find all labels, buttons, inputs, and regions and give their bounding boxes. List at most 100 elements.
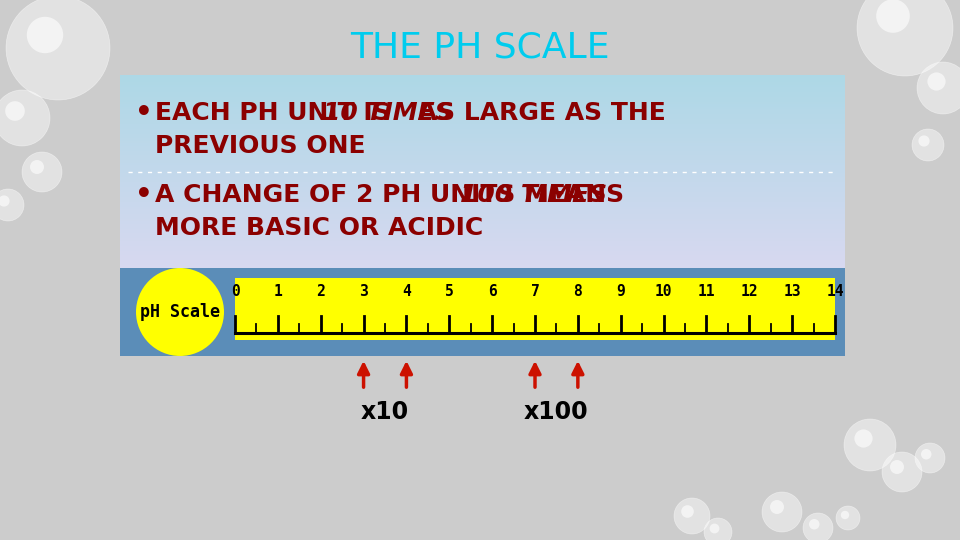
Bar — [120, 260, 845, 263]
Bar — [120, 241, 845, 244]
Bar — [120, 262, 845, 266]
Bar — [120, 228, 845, 232]
Text: pH Scale: pH Scale — [140, 303, 220, 321]
Bar — [120, 170, 845, 173]
Text: EACH PH UNIT IS: EACH PH UNIT IS — [155, 101, 399, 125]
Text: 6: 6 — [488, 284, 496, 299]
Text: AS LARGE AS THE: AS LARGE AS THE — [409, 101, 665, 125]
Circle shape — [5, 101, 25, 121]
Bar — [120, 231, 845, 234]
Bar — [120, 133, 845, 137]
Circle shape — [27, 17, 63, 53]
Circle shape — [841, 511, 850, 519]
Bar — [120, 217, 845, 219]
Circle shape — [770, 500, 784, 514]
Text: 100 TIMES: 100 TIMES — [460, 183, 607, 207]
Bar — [120, 143, 845, 146]
Circle shape — [0, 189, 24, 221]
Circle shape — [915, 443, 945, 473]
Bar — [120, 268, 845, 356]
Bar — [120, 243, 845, 246]
Bar — [120, 251, 845, 253]
Circle shape — [854, 429, 873, 448]
Bar — [120, 99, 845, 102]
Circle shape — [22, 152, 62, 192]
Bar — [120, 202, 845, 205]
Bar — [120, 158, 845, 161]
Bar — [120, 148, 845, 151]
Bar — [120, 236, 845, 239]
Bar — [120, 94, 845, 97]
Bar — [235, 278, 835, 340]
Text: 2: 2 — [317, 284, 325, 299]
Text: 5: 5 — [444, 284, 454, 299]
Bar — [120, 131, 845, 134]
Bar — [120, 92, 845, 95]
Circle shape — [919, 136, 929, 146]
Bar — [120, 224, 845, 227]
Bar — [120, 175, 845, 178]
Bar — [120, 209, 845, 212]
Bar — [120, 221, 845, 224]
Circle shape — [882, 452, 922, 492]
Bar — [120, 219, 845, 222]
Bar — [120, 180, 845, 183]
Bar — [120, 190, 845, 192]
Text: MORE BASIC OR ACIDIC: MORE BASIC OR ACIDIC — [155, 216, 483, 240]
Circle shape — [927, 72, 946, 91]
Bar — [120, 156, 845, 158]
Text: 7: 7 — [531, 284, 540, 299]
Bar — [120, 90, 845, 92]
Bar — [120, 109, 845, 112]
Text: •: • — [135, 99, 153, 127]
Bar — [120, 102, 845, 105]
Circle shape — [912, 129, 944, 161]
Circle shape — [762, 492, 802, 532]
Bar — [120, 197, 845, 200]
Bar — [120, 119, 845, 122]
Text: 8: 8 — [573, 284, 582, 299]
Bar — [120, 267, 845, 271]
Bar — [120, 126, 845, 129]
Bar — [120, 214, 845, 217]
Bar — [120, 192, 845, 195]
Bar — [120, 122, 845, 124]
Circle shape — [136, 268, 224, 356]
Circle shape — [857, 0, 953, 76]
Circle shape — [0, 90, 50, 146]
Bar — [120, 114, 845, 117]
Bar — [120, 153, 845, 156]
Text: 10 TIMES: 10 TIMES — [323, 101, 453, 125]
Bar — [120, 207, 845, 210]
Text: A CHANGE OF 2 PH UNITS MEANS: A CHANGE OF 2 PH UNITS MEANS — [155, 183, 633, 207]
Text: 13: 13 — [783, 284, 801, 299]
Bar — [120, 167, 845, 171]
Bar — [120, 85, 845, 87]
Bar — [120, 172, 845, 176]
Bar — [120, 75, 845, 78]
Text: 0: 0 — [230, 284, 239, 299]
Text: 14: 14 — [827, 284, 844, 299]
Bar — [120, 77, 845, 80]
Bar — [120, 163, 845, 166]
Bar — [120, 146, 845, 148]
Circle shape — [876, 0, 910, 33]
Bar — [120, 255, 845, 258]
Text: 4: 4 — [402, 284, 411, 299]
Text: 12: 12 — [740, 284, 758, 299]
Text: x100: x100 — [524, 400, 588, 424]
Text: x10: x10 — [361, 400, 409, 424]
Bar — [120, 87, 845, 90]
Circle shape — [917, 62, 960, 114]
Bar — [120, 104, 845, 107]
Bar — [120, 160, 845, 163]
Bar — [120, 183, 845, 185]
Bar — [120, 80, 845, 83]
Circle shape — [836, 506, 860, 530]
Bar — [120, 238, 845, 241]
Text: THE PH SCALE: THE PH SCALE — [350, 31, 610, 65]
Bar — [120, 258, 845, 261]
Circle shape — [6, 0, 110, 100]
Circle shape — [803, 513, 833, 540]
Bar — [120, 177, 845, 180]
